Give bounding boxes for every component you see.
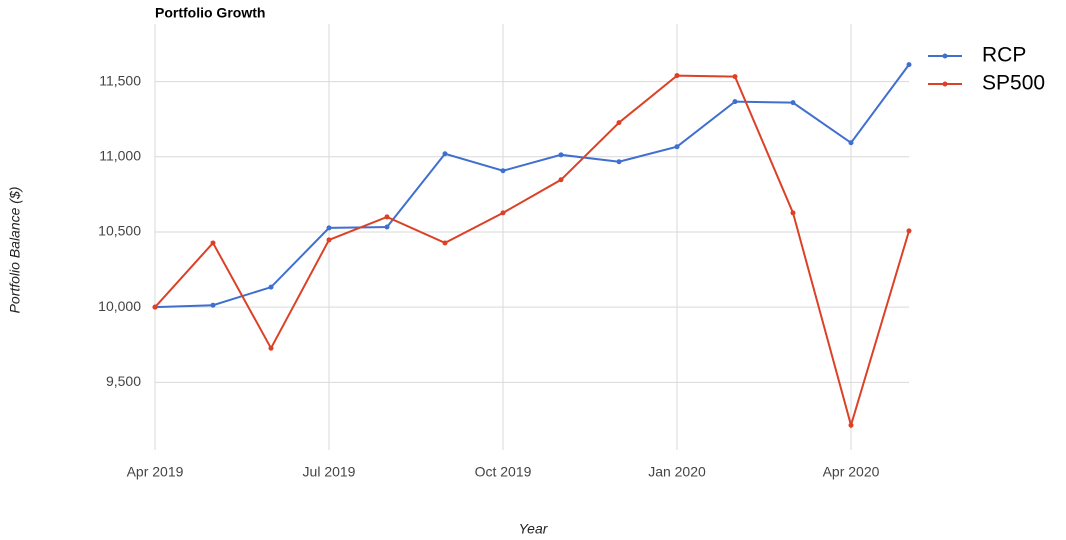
data-point	[442, 240, 448, 246]
y-tick-label: 10,000	[98, 298, 141, 314]
data-point	[732, 99, 738, 105]
data-point	[790, 100, 796, 106]
data-point	[268, 284, 274, 290]
x-tick-label: Jul 2019	[303, 464, 356, 480]
legend-label: RCP	[982, 44, 1026, 67]
legend-label: SP500	[982, 72, 1045, 95]
data-point	[674, 73, 680, 79]
y-tick-label: 11,500	[99, 72, 141, 88]
data-point	[500, 168, 506, 174]
data-point	[326, 225, 332, 231]
data-point	[848, 140, 854, 146]
data-point	[384, 214, 390, 220]
x-tick-label: Oct 2019	[475, 464, 532, 480]
x-tick-label: Apr 2019	[127, 464, 184, 480]
data-point	[500, 210, 506, 216]
data-point	[326, 237, 332, 243]
data-point	[384, 224, 390, 230]
data-point	[210, 302, 216, 308]
data-point	[210, 240, 216, 246]
data-point	[442, 151, 448, 157]
series-line	[154, 64, 910, 309]
y-tick-label: 9,500	[106, 373, 141, 389]
data-point	[848, 422, 854, 428]
data-point	[268, 345, 274, 351]
legend-swatch-dot	[942, 81, 948, 87]
x-tick-label: Apr 2020	[823, 464, 880, 480]
y-tick-label: 11,000	[99, 147, 141, 163]
series-line	[154, 74, 910, 429]
data-point	[674, 144, 680, 150]
data-point	[152, 304, 158, 310]
data-point	[558, 177, 564, 183]
data-point	[906, 228, 912, 234]
data-point	[790, 210, 796, 216]
y-axis-label: Portfolio Balance ($)	[7, 187, 23, 314]
legend-swatch-dot	[942, 53, 948, 59]
x-axis-label: Year	[519, 521, 549, 537]
data-point	[616, 120, 622, 126]
data-point	[906, 62, 912, 68]
data-point	[616, 159, 622, 165]
data-point	[558, 152, 564, 158]
data-point	[732, 74, 738, 80]
chart-title: Portfolio Growth	[155, 5, 265, 21]
x-tick-label: Jan 2020	[648, 464, 706, 480]
y-tick-label: 10,500	[98, 223, 141, 239]
